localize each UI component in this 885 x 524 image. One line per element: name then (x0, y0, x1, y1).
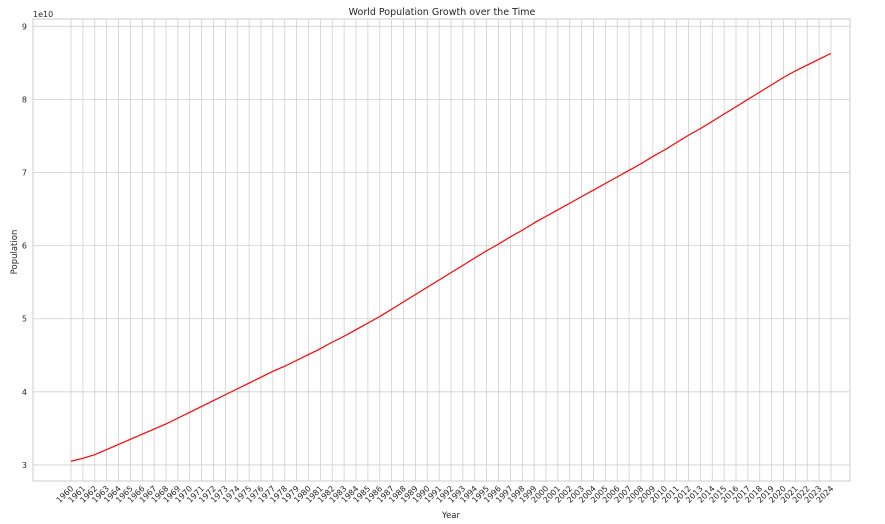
series-line (70, 52, 832, 462)
y-tick-label: 8 (22, 95, 27, 104)
y-axis-label: Population (10, 230, 20, 275)
y-offset-label: 1e10 (33, 10, 53, 19)
y-tick-label: 6 (22, 242, 27, 251)
x-axis-label: Year (441, 511, 461, 521)
y-tick-label: 3 (22, 461, 27, 470)
plot-frame (32, 18, 851, 482)
y-tick-label: 5 (22, 315, 27, 324)
y-tick-label: 7 (22, 169, 27, 178)
plot-area: 3456789196019611962196319641965196619671… (22, 18, 851, 505)
chart-title: World Population Growth over the Time (349, 7, 536, 18)
y-tick-label: 9 (22, 22, 27, 31)
y-tick-label: 4 (22, 388, 27, 397)
